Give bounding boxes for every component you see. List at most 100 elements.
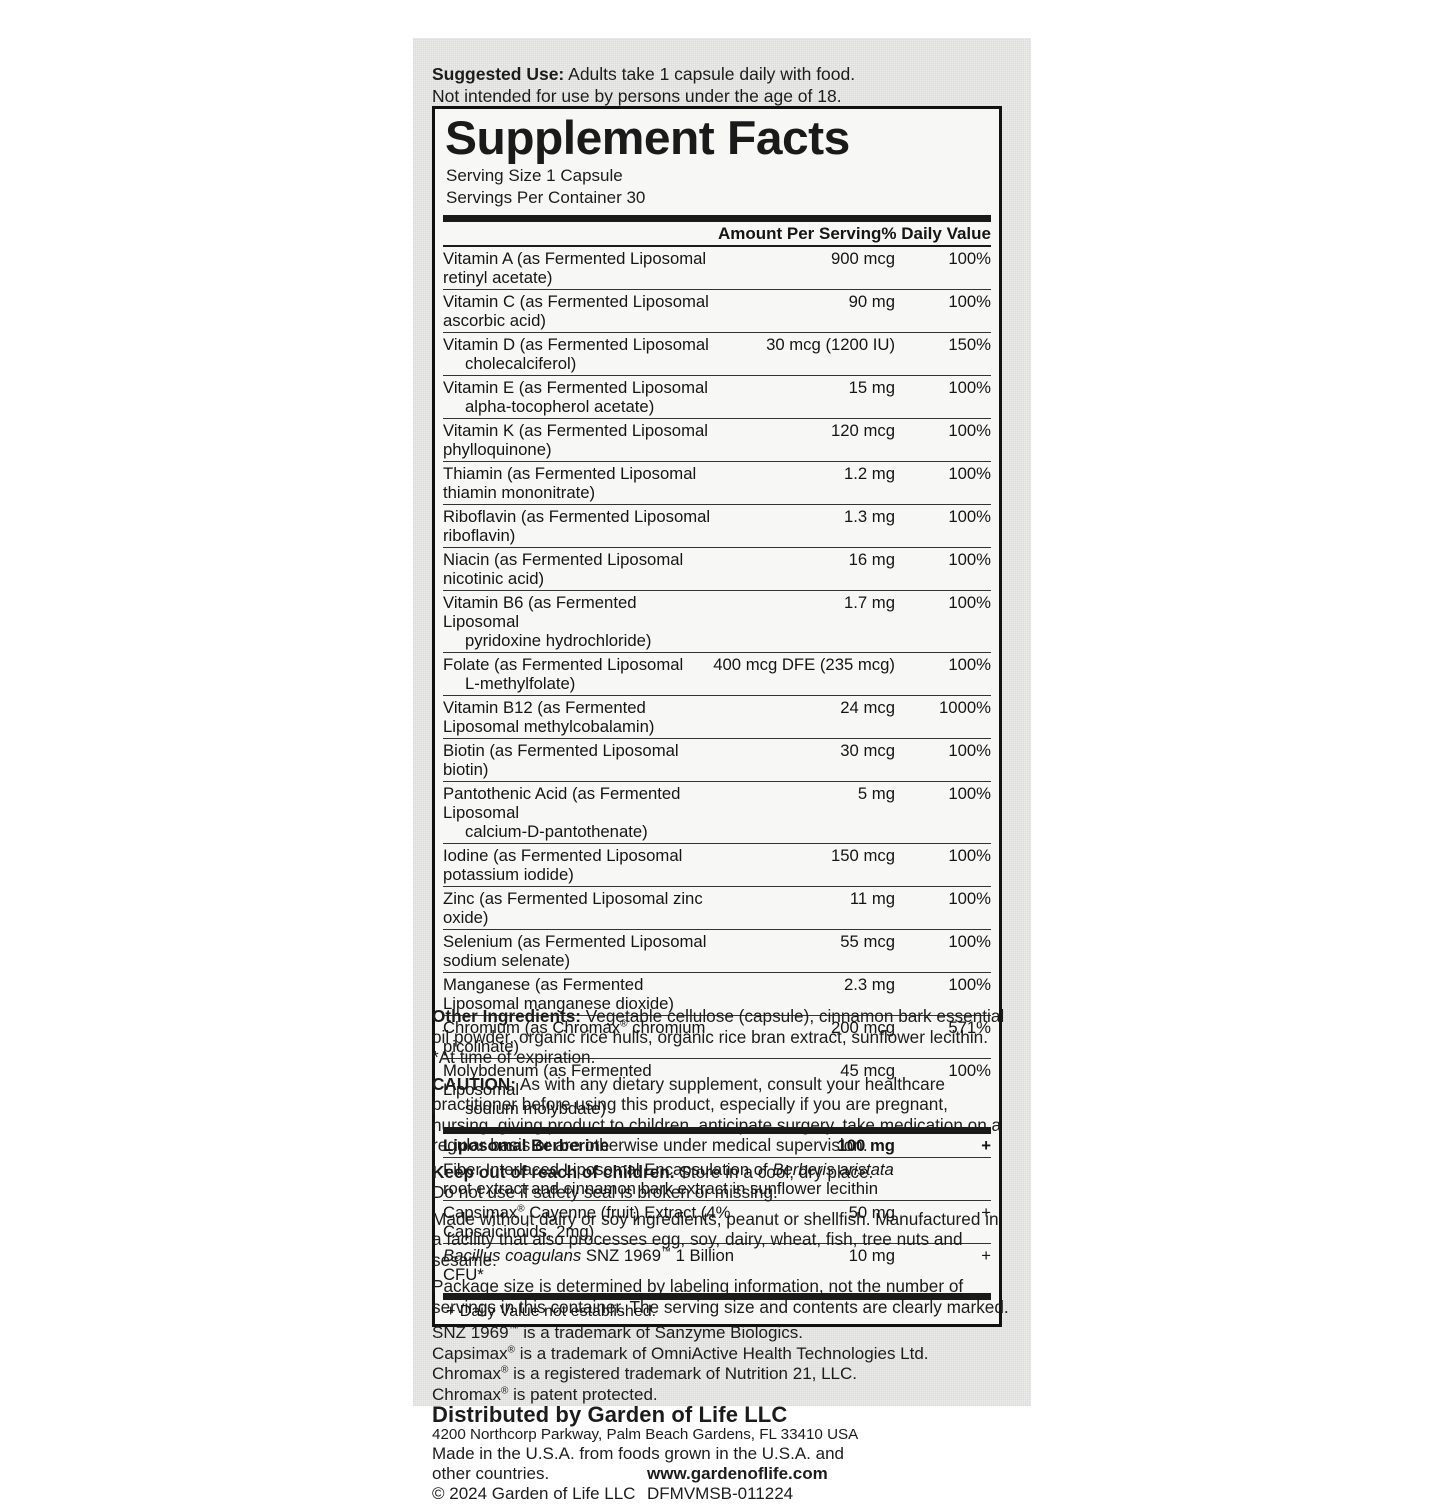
nutrient-amount: 90 mg <box>713 289 895 333</box>
table-row: Vitamin K (as Fermented Liposomal phyllo… <box>443 418 991 462</box>
copyright-text: © 2024 Garden of Life LLC <box>432 1483 636 1503</box>
nutrient-name: Pantothenic Acid (as Fermented Liposomal… <box>443 781 714 844</box>
tm-snz: SNZ 1969™ is a trademark of Sanzyme Biol… <box>432 1323 803 1342</box>
suggested-use-line2: Not intended for use by persons under th… <box>432 85 842 106</box>
other-ingredients: Other Ingredients: Vegetable cellulose (… <box>432 1006 1012 1047</box>
nutrient-name: Chromium (as Chromax® chromium picolinat… <box>443 1015 714 1059</box>
nutrient-daily-value: 100% <box>895 590 991 653</box>
nutrient-name: Selenium (as Fermented Liposomal sodium … <box>443 929 714 973</box>
supplement-facts-box: Supplement Facts Serving Size 1 Capsule … <box>432 106 1002 1327</box>
keep-out-of-reach: Keep out of reach of children. Store in … <box>432 1162 1012 1183</box>
nutrient-amount: 15 mg <box>713 375 895 419</box>
made-in-row2: other countries. www.gardenoflife.com <box>432 1464 1012 1484</box>
tm-chromax: Chromax® is a registered trademark of Nu… <box>432 1364 858 1383</box>
nutrient-daily-value: 100% <box>895 547 991 591</box>
bacillus-amount: 10 mg <box>745 1243 895 1286</box>
website-url[interactable]: www.gardenoflife.com <box>647 1463 828 1483</box>
table-row: Niacin (as Fermented Liposomal nicotinic… <box>443 547 991 591</box>
table-row: Vitamin D (as Fermented Liposomal choleca… <box>443 332 991 376</box>
nutrient-name: Vitamin B6 (as Fermented Liposomal pyrido… <box>443 590 714 653</box>
nutrient-name: Biotin (as Fermented Liposomal biotin) <box>443 738 714 782</box>
table-row: Manganese (as Fermented Liposomal mangan… <box>443 972 991 1016</box>
nutrient-daily-value: 100% <box>895 652 991 696</box>
nutrient-name: Iodine (as Fermented Liposomal potassium… <box>443 843 714 887</box>
other-ingredients-text: Vegetable cellulose (capsule), cinnamon … <box>432 1006 1005 1047</box>
nutrient-daily-value: 100% <box>895 886 991 930</box>
nutrient-daily-value: 100% <box>895 781 991 844</box>
table-row: Biotin (as Fermented Liposomal biotin) 30… <box>443 738 991 782</box>
nutrient-name-continued: sodium molybdate) <box>465 1099 606 1118</box>
table-row: Riboflavin (as Fermented Liposomal ribof… <box>443 504 991 548</box>
keep-out-label: Keep out of reach of children. <box>432 1161 675 1182</box>
nutrient-daily-value: 100% <box>895 1058 991 1120</box>
suggested-use-label: Suggested Use: <box>432 64 565 84</box>
nutrient-name-continued: pyridoxine hydrochloride) <box>465 631 652 650</box>
table-row: Iodine (as Fermented Liposomal potassium… <box>443 843 991 887</box>
nutrient-name: Zinc (as Fermented Liposomal zinc oxide) <box>443 886 714 930</box>
safety-seal-note: Do not use if safety seal is broken or m… <box>432 1182 778 1202</box>
nutrient-name-continued: calcium-D-pantothenate) <box>465 822 648 841</box>
table-row: Vitamin C (as Fermented Liposomal ascorb… <box>443 289 991 333</box>
table-row: Chromium (as Chromax® chromium picolinat… <box>443 1015 991 1059</box>
nutrient-name-continued: alpha-tocopherol acetate) <box>465 397 655 416</box>
nutrient-amount: 200 mcg <box>713 1015 895 1059</box>
nutrient-amount: 1.7 mg <box>713 590 895 653</box>
trademark-lines: SNZ 1969™ is a trademark of Sanzyme Biol… <box>432 1323 1012 1405</box>
nutrient-name: Vitamin C (as Fermented Liposomal ascorb… <box>443 289 714 333</box>
table-header-row: Amount Per Serving % Daily Value <box>443 222 991 245</box>
nutrient-amount: 150 mcg <box>713 843 895 887</box>
sku-code: DFMVMSB-011224 <box>647 1483 794 1503</box>
nutrient-daily-value: 100% <box>895 375 991 419</box>
table-row: Pantothenic Acid (as Fermented Liposomal… <box>443 781 991 844</box>
other-ingredients-label: Other Ingredients: <box>432 1006 581 1026</box>
made-in-line2: other countries. <box>432 1463 550 1483</box>
berberine-desc-part2: root extract and cinnamon bark extract i… <box>443 1179 879 1198</box>
distributor-address: 4200 Northcorp Parkway, Palm Beach Garde… <box>432 1425 859 1443</box>
package-size-note: Package size is determined by labeling i… <box>432 1276 1009 1317</box>
supplement-facts-title: Supplement Facts <box>445 111 850 164</box>
nutrient-daily-value: 1000% <box>895 695 991 739</box>
nutrient-amount: 5 mg <box>713 781 895 844</box>
caution-label: CAUTION: <box>432 1073 517 1094</box>
bacillus-name: Bacillus coagulans SNZ 1969™ 1 Billion C… <box>443 1243 745 1286</box>
nutrient-daily-value: 100% <box>948 249 991 268</box>
nutrient-amount: 30 mcg (1200 IU) <box>713 332 895 376</box>
nutrient-name: Thiamin (as Fermented Liposomal thiamin … <box>443 461 714 505</box>
berberine-desc-italic: Berberis aristata <box>772 1160 894 1179</box>
nutrient-amount: 120 mcg <box>713 418 895 462</box>
nutrient-name: Niacin (as Fermented Liposomal nicotinic… <box>443 547 714 591</box>
serving-size: Serving Size 1 Capsule <box>446 166 623 185</box>
nutrient-daily-value: 100% <box>895 843 991 887</box>
nutrient-name: Folate (as Fermented Liposomal L-methylfo… <box>443 652 714 696</box>
distributor-name: Distributed by Garden of Life LLC <box>432 1402 788 1427</box>
nutrient-daily-value: 100% <box>895 929 991 973</box>
nutrient-name-continued: cholecalciferol) <box>465 354 577 373</box>
capsimax-amount: 50 mg <box>745 1200 895 1244</box>
nutrient-daily-value: 100% <box>895 418 991 462</box>
suggested-use-block: Suggested Use: Adults take 1 capsule dai… <box>432 64 1022 107</box>
rule-thick-bottom <box>443 1293 991 1300</box>
table-row: Vitamin E (as Fermented Liposomal alpha-t… <box>443 375 991 419</box>
nutrient-amount: 55 mcg <box>713 929 895 973</box>
berberine-amount: 100 mg <box>837 1136 895 1155</box>
nutrient-name: Vitamin K (as Fermented Liposomal phyllo… <box>443 418 714 462</box>
nutrient-name: Manganese (as Fermented Liposomal mangan… <box>443 972 714 1016</box>
blend-table: Liposomal Berberine 100 mg + Fiber Inter… <box>443 1134 991 1286</box>
nutrient-amount: 2.3 mg <box>713 972 895 1016</box>
bacillus-name-rest: SNZ 1969™ 1 Billion CFU* <box>443 1246 735 1284</box>
made-in-line1: Made in the U.S.A. from foods grown in t… <box>432 1443 844 1463</box>
suggested-use-line1: Suggested Use: Adults take 1 capsule dai… <box>432 64 1022 86</box>
header-daily-value: % Daily Value <box>881 224 991 243</box>
bacillus-name-italic: Bacillus coagulans <box>443 1246 582 1265</box>
keep-out-text: Store in a cool, dry place. <box>674 1161 874 1182</box>
table-row: Molybdenum (as Fermented Liposomal sodium… <box>443 1058 991 1120</box>
facts-table: Amount Per Serving % Daily Value <box>443 222 991 245</box>
nutrient-daily-value: 150% <box>895 332 991 376</box>
table-row: Folate (as Fermented Liposomal L-methylfo… <box>443 652 991 696</box>
nutrient-daily-value: 100% <box>895 461 991 505</box>
table-row-bacillus: Bacillus coagulans SNZ 1969™ 1 Billion C… <box>443 1243 991 1286</box>
nutrient-amount: 16 mg <box>713 547 895 591</box>
nutrient-name: Molybdenum (as Fermented Liposomal sodium… <box>443 1058 714 1120</box>
caution: CAUTION: As with any dietary supplement,… <box>432 1074 1012 1156</box>
table-row: Vitamin B12 (as Fermented Liposomal meth… <box>443 695 991 739</box>
